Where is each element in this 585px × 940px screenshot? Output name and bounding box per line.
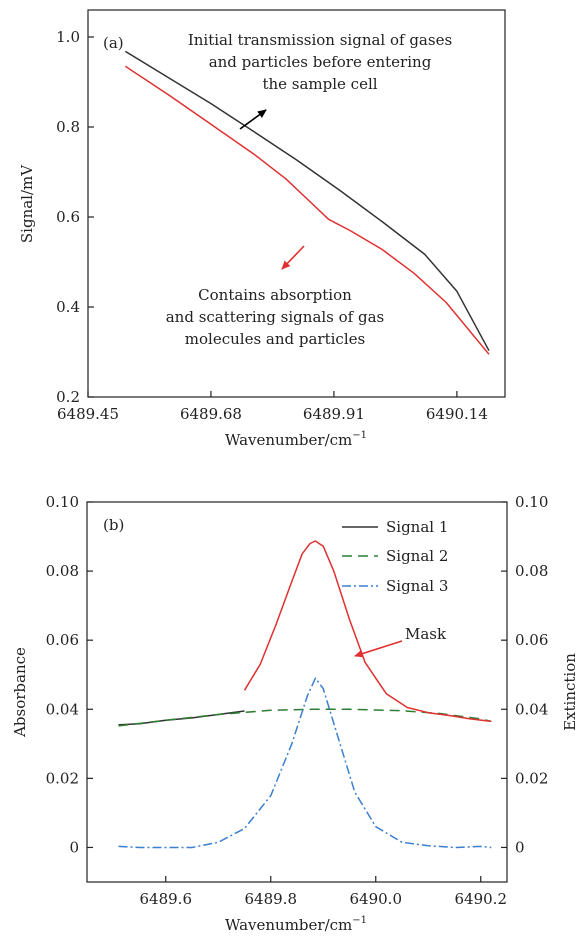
series-line-1-0 [118,710,245,726]
annotation-bottom-line-1: Contains absorption [198,286,352,304]
arrow-top-black [239,109,267,130]
y2-tick-label: 0.02 [515,769,548,787]
x-tick-label: 6490.14 [426,405,488,423]
x-tick-label: 6489.6 [140,890,193,908]
legend-label-signal-3: Signal 3 [386,577,448,595]
series-line-0-0 [125,50,490,352]
chart-panel-b: 6489.6 6489.8 6490.0 6490.2 0 0.02 0.04 0.06 0.0… [11,493,579,934]
y-axis-title-b: Absorbance [11,647,29,738]
chart-panel-a: 6489.45 6489.68 6489.91 6490.14 0.2 0.4 0.6 0.8… [18,9,506,449]
annotation-bottom-line-2: and scattering signals of gas [166,308,385,326]
y2-tick-label: 0.08 [515,562,548,580]
annotation-bottom: Contains absorption and scattering signa… [166,286,385,348]
x-axis-title-a: Wavenumber/cm−1 [225,430,367,449]
y2-tick-label: 0.06 [515,631,548,649]
series-line-1-3 [243,540,492,723]
y-tick-label: 0.02 [46,769,79,787]
ticks-a: 6489.45 6489.68 6489.91 6490.14 0.2 0.4 0.6 0.8… [56,28,488,423]
x-axis-title-a-sup: −1 [352,430,367,441]
series-line-0-1 [124,65,490,355]
x-tick-label: 6489.45 [57,405,119,423]
y-tick-label: 0.06 [46,631,79,649]
y2-tick-label: 0.04 [515,700,548,718]
series-line-1-2 [118,677,492,849]
x-axis-title-a-main: Wavenumber/cm [225,431,352,449]
arrow-bottom-red [281,245,305,270]
y-tick-label: 0.8 [56,118,80,136]
y-tick-label: 0.2 [56,388,80,406]
y-tick-label: 0.08 [46,562,79,580]
annotation-top-line-1: Initial transmission signal of gases [188,31,452,49]
series-line-1-1 [118,708,492,727]
plot-frame-b [86,501,508,883]
x-tick-label: 6489.8 [245,890,298,908]
y-tick-label: 0.04 [46,700,79,718]
series-b [118,540,492,849]
y-tick-label: 0.4 [56,298,80,316]
y-axis-title-a: Signal/mV [18,164,36,243]
legend-label-signal-1: Signal 1 [386,518,448,536]
mask-label: Mask [405,625,447,643]
panel-label-b: (b) [103,516,124,534]
legend-b: Signal 1 Signal 2 Signal 3 [342,518,448,595]
x-tick-label: 6490.0 [350,890,403,908]
legend-label-signal-2: Signal 2 [386,547,448,565]
y-tick-label: 0.6 [56,208,80,226]
y-tick-label: 0.10 [46,493,79,511]
plot-frame-a [87,9,506,398]
mask-arrow [354,640,403,658]
x-axis-title-b: Wavenumber/cm−1 [225,915,367,934]
y-tick-label: 1.0 [56,28,80,46]
series-a [124,50,490,355]
x-tick-label: 6490.2 [455,890,508,908]
y2-tick-label: 0 [515,838,525,856]
x-axis-title-b-sup: −1 [352,915,367,926]
annotation-top-line-2: and particles before entering [209,53,432,71]
x-axis-title-b-main: Wavenumber/cm [225,916,352,934]
y2-tick-label: 0.10 [515,493,548,511]
y-tick-label: 0 [69,838,79,856]
annotation-top-line-3: the sample cell [262,75,377,93]
y2-axis-title-b: Extinction [561,653,579,731]
annotation-top: Initial transmission signal of gases and… [188,31,452,93]
panel-label-a: (a) [103,34,124,52]
annotation-bottom-line-3: molecules and particles [185,330,365,348]
x-tick-label: 6489.91 [303,405,365,423]
x-tick-label: 6489.68 [180,405,242,423]
ticks-b: 6489.6 6489.8 6490.0 6490.2 0 0.02 0.04 0.06 0.0… [46,493,549,908]
